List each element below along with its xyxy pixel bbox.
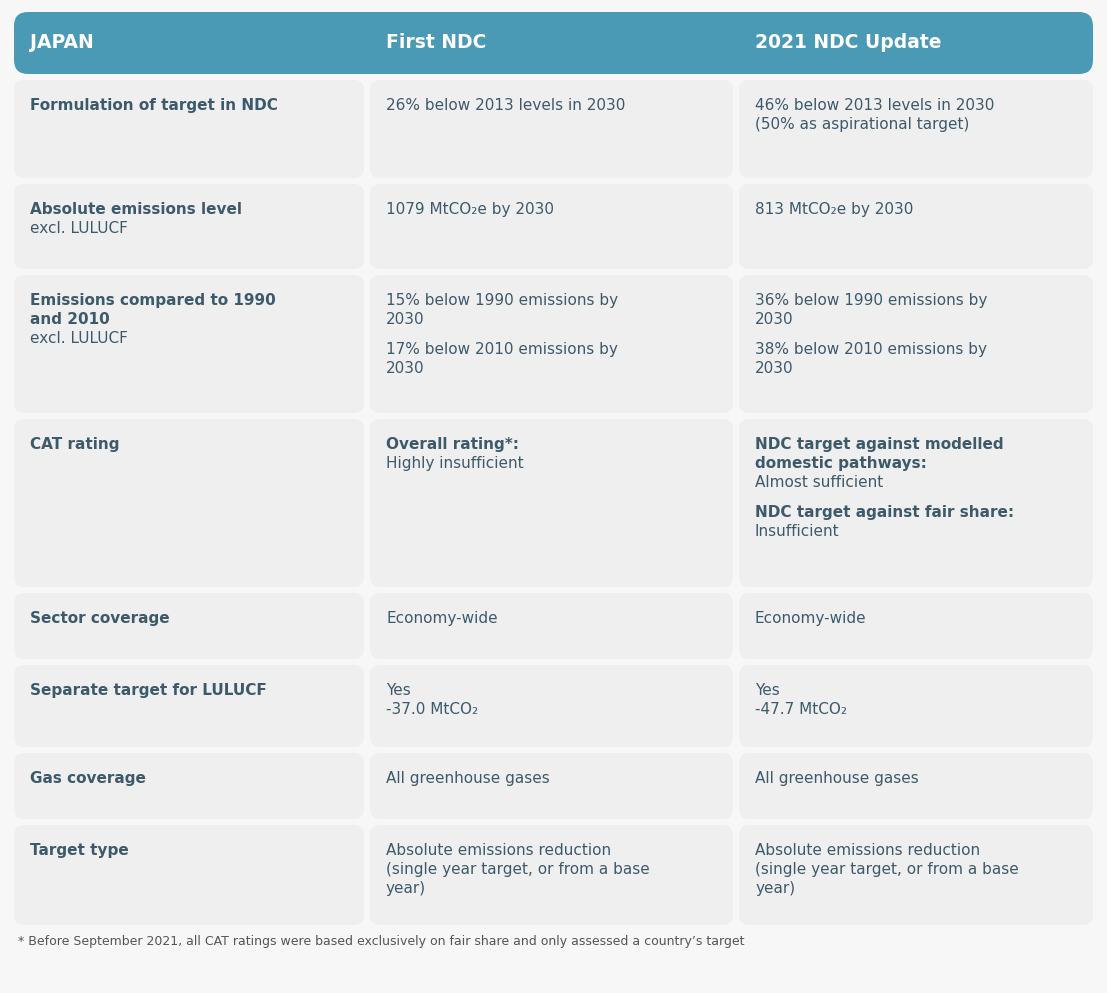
Text: Sector coverage: Sector coverage: [30, 611, 169, 626]
FancyBboxPatch shape: [370, 275, 733, 413]
Text: and 2010: and 2010: [30, 312, 110, 327]
Text: 813 MtCO₂e by 2030: 813 MtCO₂e by 2030: [755, 202, 913, 217]
FancyBboxPatch shape: [14, 825, 364, 925]
Text: 26% below 2013 levels in 2030: 26% below 2013 levels in 2030: [386, 98, 625, 113]
Text: 2021 NDC Update: 2021 NDC Update: [755, 34, 941, 53]
Text: Economy-wide: Economy-wide: [386, 611, 498, 626]
Text: JAPAN: JAPAN: [30, 34, 94, 53]
FancyBboxPatch shape: [739, 753, 1093, 819]
Text: 2030: 2030: [386, 361, 425, 376]
Text: (single year target, or from a base: (single year target, or from a base: [386, 862, 650, 877]
Text: All greenhouse gases: All greenhouse gases: [755, 771, 919, 786]
Text: (single year target, or from a base: (single year target, or from a base: [755, 862, 1018, 877]
Text: 1079 MtCO₂e by 2030: 1079 MtCO₂e by 2030: [386, 202, 554, 217]
Text: All greenhouse gases: All greenhouse gases: [386, 771, 550, 786]
Text: Highly insufficient: Highly insufficient: [386, 456, 524, 471]
Text: NDC target against fair share:: NDC target against fair share:: [755, 505, 1014, 520]
Text: 38% below 2010 emissions by: 38% below 2010 emissions by: [755, 343, 987, 357]
Text: Formulation of target in NDC: Formulation of target in NDC: [30, 98, 278, 113]
Text: Target type: Target type: [30, 843, 128, 858]
Text: -37.0 MtCO₂: -37.0 MtCO₂: [386, 702, 478, 717]
Text: Gas coverage: Gas coverage: [30, 771, 146, 786]
FancyBboxPatch shape: [14, 80, 364, 178]
Text: year): year): [386, 881, 426, 896]
Text: Yes: Yes: [755, 683, 779, 698]
FancyBboxPatch shape: [14, 753, 364, 819]
FancyBboxPatch shape: [14, 419, 364, 587]
FancyBboxPatch shape: [370, 593, 733, 659]
Text: Yes: Yes: [386, 683, 411, 698]
Text: Overall rating*:: Overall rating*:: [386, 437, 519, 452]
Text: Insufficient: Insufficient: [755, 524, 839, 539]
Text: Absolute emissions reduction: Absolute emissions reduction: [386, 843, 611, 858]
Text: Emissions compared to 1990: Emissions compared to 1990: [30, 293, 276, 308]
FancyBboxPatch shape: [14, 593, 364, 659]
FancyBboxPatch shape: [739, 275, 1093, 413]
Text: Absolute emissions level: Absolute emissions level: [30, 202, 242, 217]
FancyBboxPatch shape: [14, 275, 364, 413]
Text: 17% below 2010 emissions by: 17% below 2010 emissions by: [386, 343, 618, 357]
FancyBboxPatch shape: [739, 419, 1093, 587]
FancyBboxPatch shape: [370, 825, 733, 925]
Text: 36% below 1990 emissions by: 36% below 1990 emissions by: [755, 293, 987, 308]
FancyBboxPatch shape: [370, 665, 733, 747]
Text: Almost sufficient: Almost sufficient: [755, 475, 883, 490]
FancyBboxPatch shape: [739, 184, 1093, 269]
FancyBboxPatch shape: [14, 665, 364, 747]
FancyBboxPatch shape: [370, 419, 733, 587]
Text: -47.7 MtCO₂: -47.7 MtCO₂: [755, 702, 847, 717]
FancyBboxPatch shape: [370, 753, 733, 819]
FancyBboxPatch shape: [370, 184, 733, 269]
FancyBboxPatch shape: [739, 593, 1093, 659]
Text: First NDC: First NDC: [386, 34, 486, 53]
Text: NDC target against modelled: NDC target against modelled: [755, 437, 1004, 452]
Text: Economy-wide: Economy-wide: [755, 611, 867, 626]
Text: CAT rating: CAT rating: [30, 437, 120, 452]
Text: Separate target for LULUCF: Separate target for LULUCF: [30, 683, 267, 698]
FancyBboxPatch shape: [14, 184, 364, 269]
Text: 15% below 1990 emissions by: 15% below 1990 emissions by: [386, 293, 618, 308]
Text: 2030: 2030: [755, 361, 794, 376]
FancyBboxPatch shape: [739, 665, 1093, 747]
Text: 46% below 2013 levels in 2030: 46% below 2013 levels in 2030: [755, 98, 994, 113]
Text: (50% as aspirational target): (50% as aspirational target): [755, 117, 970, 132]
Text: * Before September 2021, all CAT ratings were based exclusively on fair share an: * Before September 2021, all CAT ratings…: [18, 935, 745, 948]
Text: Absolute emissions reduction: Absolute emissions reduction: [755, 843, 980, 858]
FancyBboxPatch shape: [370, 80, 733, 178]
Text: 2030: 2030: [386, 312, 425, 327]
FancyBboxPatch shape: [739, 825, 1093, 925]
Text: excl. LULUCF: excl. LULUCF: [30, 221, 128, 236]
Text: year): year): [755, 881, 795, 896]
Text: excl. LULUCF: excl. LULUCF: [30, 331, 128, 346]
FancyBboxPatch shape: [739, 80, 1093, 178]
FancyBboxPatch shape: [14, 12, 1093, 74]
Text: domestic pathways:: domestic pathways:: [755, 456, 927, 471]
Text: 2030: 2030: [755, 312, 794, 327]
